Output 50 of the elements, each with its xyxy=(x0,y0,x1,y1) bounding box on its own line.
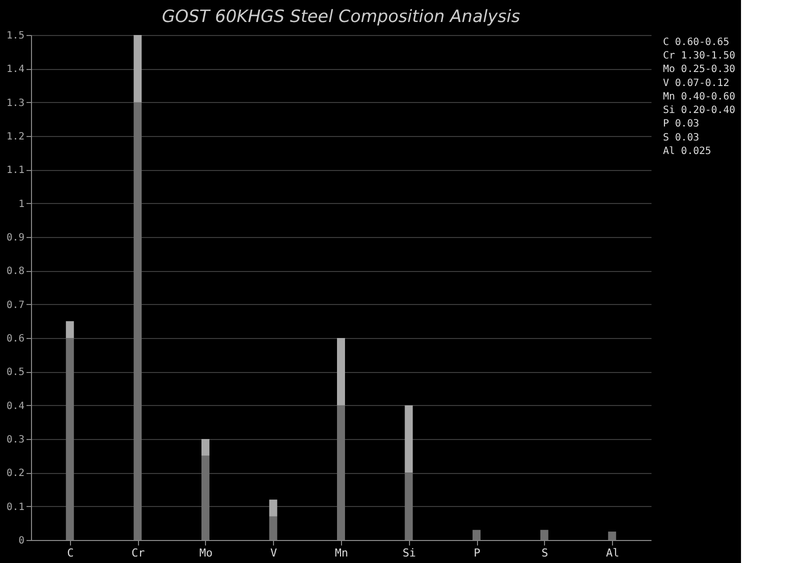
text: Mn 0.40-0.60 xyxy=(663,91,736,102)
text: Al 0.025 xyxy=(663,146,712,158)
text: Si 0.20-0.40 xyxy=(663,105,736,116)
y-tick-label: 0.5 xyxy=(6,367,24,378)
bar xyxy=(608,532,616,540)
x-tick-label: Mn xyxy=(334,546,348,560)
y-tick-label: 1.5 xyxy=(6,30,24,42)
bar xyxy=(134,35,142,102)
y-tick-label: 0.2 xyxy=(6,468,24,480)
x-tick-label: Mo xyxy=(199,546,213,560)
y-tick-label: 1 xyxy=(18,198,24,210)
text: Mo 0.25-0.30 xyxy=(663,64,736,76)
y-tick-label: 0.3 xyxy=(6,434,24,446)
text: Cr 1.30-1.50 xyxy=(663,50,736,62)
bar xyxy=(540,530,548,540)
y-tick-label: 0.9 xyxy=(6,232,24,244)
x-tick-label: V xyxy=(270,546,278,560)
y-tick-label: 0.8 xyxy=(6,266,24,278)
text: S 0.03 xyxy=(663,132,700,144)
y-tick-label: 1.2 xyxy=(6,132,24,142)
y-tick-label: 1.3 xyxy=(6,98,24,109)
x-tick-label: C xyxy=(67,546,74,560)
bar xyxy=(337,405,345,540)
y-tick-label: 0.6 xyxy=(6,334,24,344)
chart-title: GOST 60KHGS Steel Composition Analysis xyxy=(162,7,520,27)
text: C 0.60-0.65 xyxy=(663,36,730,48)
bar xyxy=(269,516,278,540)
bar xyxy=(472,530,481,540)
text: P 0.03 xyxy=(663,118,700,130)
x-tick-label: P xyxy=(474,546,481,560)
bar xyxy=(404,472,413,540)
bar xyxy=(201,456,210,540)
y-tick-label: 0.4 xyxy=(6,400,24,412)
text: V 0.07-0.12 xyxy=(663,78,730,89)
y-tick-label: 0 xyxy=(18,536,24,546)
x-tick-label: Al xyxy=(606,546,620,560)
y-tick-label: 0.1 xyxy=(6,502,24,513)
y-tick-label: 1.4 xyxy=(6,64,24,76)
bar xyxy=(337,338,345,406)
y-tick-label: 0.7 xyxy=(6,300,24,311)
bar xyxy=(134,102,142,540)
bar xyxy=(269,500,278,516)
y-tick-label: 1.1 xyxy=(6,165,24,176)
bar xyxy=(66,338,74,540)
x-tick-label: Cr xyxy=(132,546,146,560)
bar xyxy=(201,439,210,456)
x-tick-label: Si xyxy=(402,546,416,560)
bar xyxy=(66,321,74,338)
x-tick-label: S xyxy=(542,546,548,560)
bar xyxy=(404,405,413,473)
